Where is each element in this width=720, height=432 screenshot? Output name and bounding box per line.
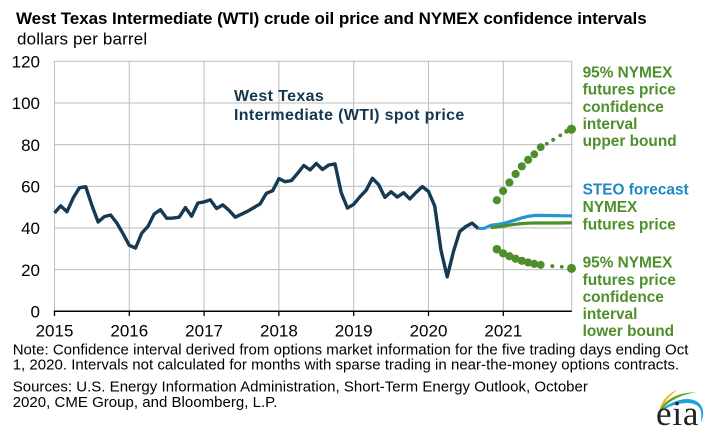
svg-text:lower bound: lower bound <box>583 323 674 340</box>
svg-text:West Texas Intermediate (WTI): West Texas Intermediate (WTI) crude oil … <box>16 9 647 28</box>
svg-text:Intermediate (WTI) spot price: Intermediate (WTI) spot price <box>234 107 465 124</box>
svg-text:2019: 2019 <box>335 321 373 340</box>
svg-text:futures price: futures price <box>583 272 677 289</box>
svg-text:95% NYMEX: 95% NYMEX <box>583 65 674 82</box>
svg-text:confidence: confidence <box>583 289 665 306</box>
svg-text:120: 120 <box>12 53 40 72</box>
svg-text:2017: 2017 <box>185 321 223 340</box>
svg-text:1, 2020. Intervals not calcula: 1, 2020. Intervals not calculated for mo… <box>13 356 680 373</box>
svg-text:2020: 2020 <box>410 321 448 340</box>
svg-text:upper bound: upper bound <box>583 133 677 150</box>
svg-text:interval: interval <box>583 116 638 133</box>
svg-text:2020, CME Group, and Bloomberg: 2020, CME Group, and Bloomberg, L.P. <box>13 394 278 411</box>
svg-text:40: 40 <box>21 219 40 238</box>
svg-text:2016: 2016 <box>110 321 148 340</box>
svg-text:confidence: confidence <box>583 99 665 116</box>
svg-text:95% NYMEX: 95% NYMEX <box>583 255 674 272</box>
svg-text:dollars per barrel: dollars per barrel <box>17 29 147 48</box>
svg-text:100: 100 <box>12 94 40 113</box>
svg-text:futures price: futures price <box>583 82 677 99</box>
svg-text:West Texas: West Texas <box>234 88 324 105</box>
svg-text:Note: Confidence interval deri: Note: Confidence interval derived from o… <box>13 341 690 358</box>
svg-text:2018: 2018 <box>260 321 298 340</box>
svg-text:2021: 2021 <box>484 321 522 340</box>
svg-text:NYMEX: NYMEX <box>583 199 638 216</box>
svg-text:2015: 2015 <box>36 321 74 340</box>
svg-text:60: 60 <box>21 178 40 197</box>
svg-text:0: 0 <box>31 303 40 322</box>
svg-text:eia: eia <box>656 394 699 432</box>
svg-text:futures price: futures price <box>583 216 677 233</box>
svg-text:20: 20 <box>21 261 40 280</box>
svg-text:Sources: U.S. Energy Informati: Sources: U.S. Energy Information Adminis… <box>13 379 588 396</box>
svg-text:STEO forecast: STEO forecast <box>583 182 689 199</box>
svg-text:80: 80 <box>21 136 40 155</box>
svg-text:interval: interval <box>583 306 638 323</box>
